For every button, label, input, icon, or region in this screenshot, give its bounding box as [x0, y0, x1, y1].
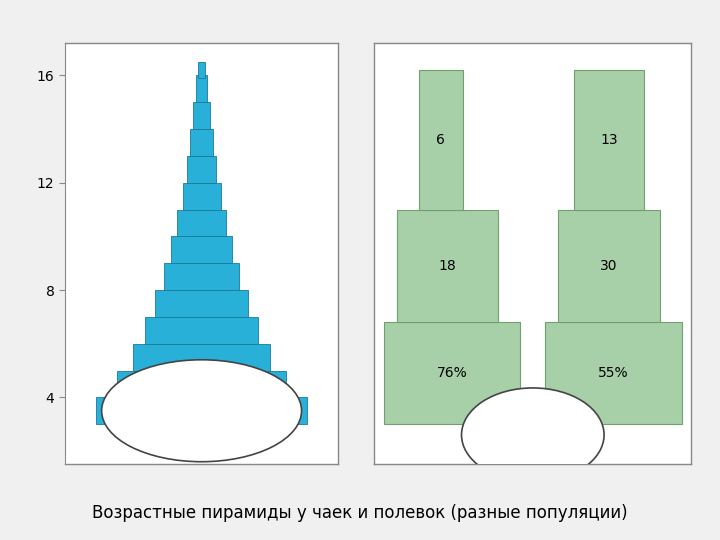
Bar [574, 70, 644, 210]
Text: 13: 13 [600, 133, 618, 147]
Text: 30: 30 [600, 259, 618, 273]
Bar [183, 183, 220, 210]
Text: 55%: 55% [598, 366, 629, 380]
Bar [96, 397, 307, 424]
Bar [199, 62, 204, 78]
Text: 18: 18 [438, 259, 456, 273]
Text: 6: 6 [436, 133, 446, 147]
Bar [177, 210, 226, 237]
Bar [145, 317, 258, 343]
Ellipse shape [102, 360, 302, 462]
Bar [117, 370, 286, 397]
Bar [133, 343, 270, 370]
Bar [546, 322, 682, 424]
Bar [193, 102, 210, 129]
Text: Возрастные пирамиды у чаек и полевок (разные популяции): Возрастные пирамиды у чаек и полевок (ра… [92, 504, 628, 522]
Bar [171, 237, 232, 263]
Bar [163, 263, 240, 290]
Bar [190, 129, 213, 156]
Bar [558, 210, 660, 322]
Bar [419, 70, 463, 210]
Bar [156, 290, 248, 317]
Bar [384, 322, 520, 424]
Bar [397, 210, 498, 322]
Bar [187, 156, 216, 183]
Bar [196, 76, 207, 102]
Text: 76%: 76% [436, 366, 467, 380]
Ellipse shape [462, 388, 604, 482]
